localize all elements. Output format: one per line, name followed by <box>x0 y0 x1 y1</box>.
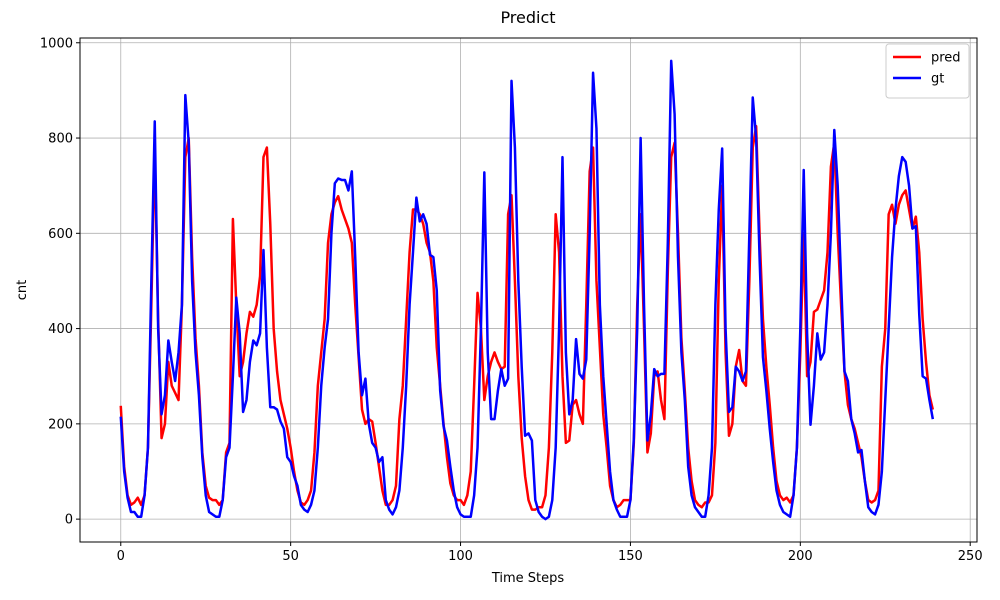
chart-title: Predict <box>500 8 555 27</box>
x-tick-label: 200 <box>788 549 813 564</box>
y-axis-label: cnt <box>15 280 30 300</box>
y-tick-label: 1000 <box>40 36 73 51</box>
legend-label: pred <box>931 51 961 66</box>
x-tick-label: 250 <box>958 549 983 564</box>
x-tick-label: 150 <box>618 549 643 564</box>
legend: pred gt <box>885 43 970 99</box>
y-tick-label: 200 <box>48 417 73 432</box>
y-tick-label: 0 <box>65 513 73 528</box>
line <box>119 124 935 511</box>
y-tick-label: 600 <box>48 227 73 242</box>
x-axis-label: Time Steps <box>491 571 565 586</box>
y-tick-label: 400 <box>48 322 73 337</box>
legend-label: gt <box>931 72 944 87</box>
x-tick-label: 50 <box>282 549 299 564</box>
plot-frame <box>79 37 978 543</box>
line <box>119 59 935 521</box>
x-tick-label: 100 <box>448 549 473 564</box>
y-tick-label: 800 <box>48 132 73 147</box>
x-tick-label: 0 <box>117 549 125 564</box>
